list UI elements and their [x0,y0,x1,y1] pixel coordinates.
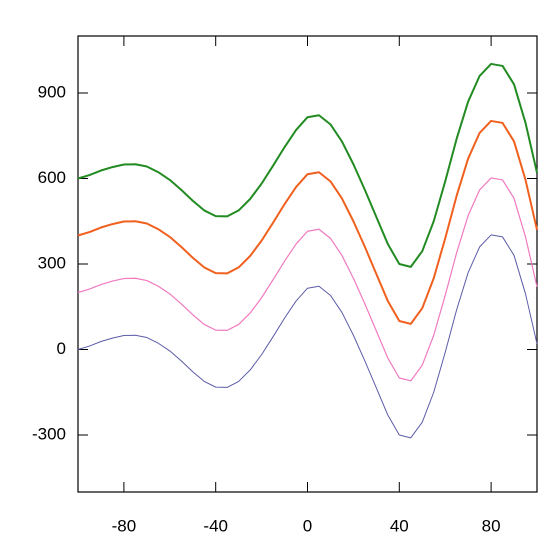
y-tick-label: -300 [32,424,66,443]
x-tick-label: 0 [303,516,312,535]
line [77,119,538,325]
y-tick-label: 0 [57,339,66,358]
y-tick-label: 600 [38,168,66,187]
line [77,234,538,439]
x-tick-label: -80 [112,516,137,535]
y-tick-label: 300 [38,253,66,272]
line [77,177,538,382]
x-tick-label: 40 [390,516,409,535]
x-tick-label: -40 [203,516,228,535]
x-tick-label: 80 [482,516,501,535]
y-tick-label: 900 [38,82,66,101]
line [77,62,538,268]
